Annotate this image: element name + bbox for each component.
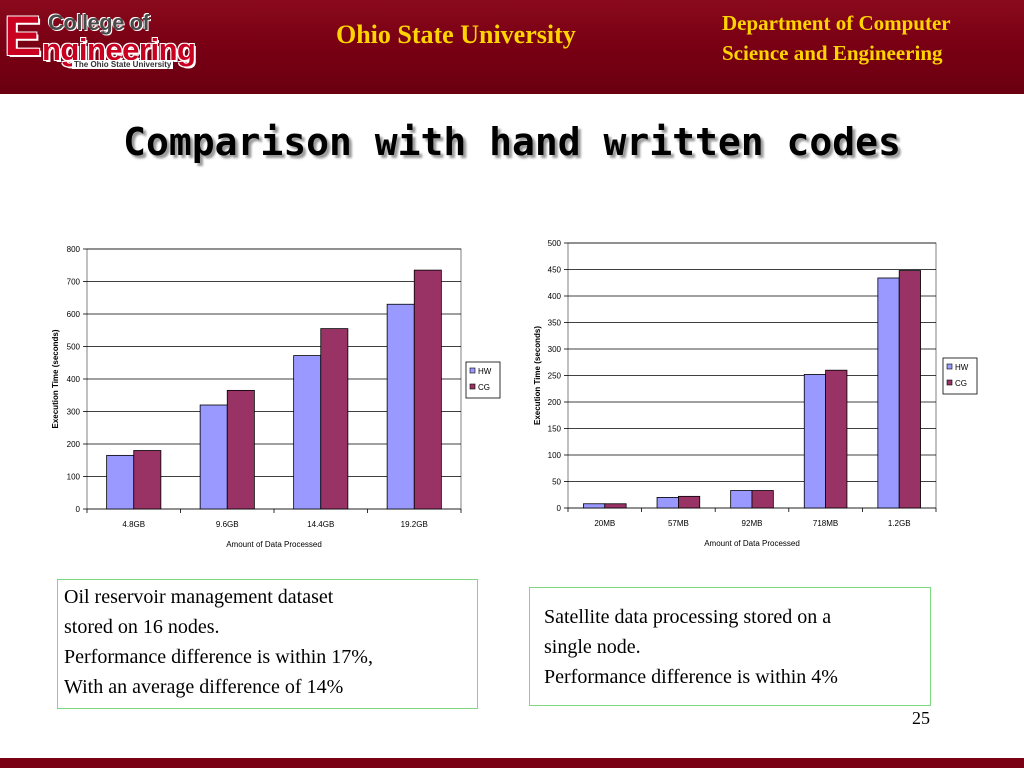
bar-cg [133,450,162,510]
legend-swatch [946,363,953,370]
y-axis-label: Execution Time (seconds) [533,326,542,425]
department-name: Department of Computer Science and Engin… [722,8,951,68]
department-line-1: Department of Computer [722,11,951,35]
legend-swatch [946,379,953,386]
y-tick-label: 350 [548,319,562,328]
x-tick-label: 9.6GB [216,520,239,529]
college-of-engineering-logo: College of E ngineering The Ohio State U… [4,4,212,69]
bar-hw [293,355,322,510]
bar-cg [898,270,921,509]
y-tick-label: 300 [67,408,81,417]
y-tick-label: 600 [67,310,81,319]
note-oil-reservoir: Oil reservoir management dataset stored … [57,579,478,709]
slide-title: Comparison with hand written codes [123,120,901,164]
y-tick-label: 250 [548,372,562,381]
y-tick-label: 700 [67,278,81,287]
y-tick-label: 400 [67,375,81,384]
y-tick-label: 50 [552,478,561,487]
y-tick-label: 800 [67,245,81,254]
bar-cg [226,389,255,510]
bar-hw [803,374,826,509]
note-line: stored on 16 nodes. [64,616,220,638]
x-tick-label: 20MB [594,519,615,528]
bar-cg [604,503,627,509]
y-tick-label: 0 [76,505,81,514]
bar-hw [877,277,900,509]
bar-hw [656,496,679,509]
y-tick-label: 450 [548,266,562,275]
note-line: Satellite data processing stored on a [544,606,832,628]
y-tick-label: 200 [67,440,81,449]
x-tick-label: 19.2GB [401,520,428,529]
bottom-bar [0,758,1024,768]
y-tick-label: 200 [548,398,562,407]
bar-hw [730,490,753,509]
y-tick-label: 500 [548,239,562,248]
note-line: Performance difference is within 4% [544,666,838,688]
department-line-2: Science and Engineering [722,41,943,65]
x-tick-label: 1.2GB [888,519,911,528]
x-tick-label: 718MB [813,519,838,528]
logo-college-of: College of [48,10,150,35]
legend-label: CG [478,383,490,392]
x-tick-label: 57MB [668,519,689,528]
x-tick-label: 92MB [742,519,763,528]
bar-cg [825,369,848,509]
note-line: Performance difference is within 17%, [64,646,373,668]
y-tick-label: 100 [548,451,562,460]
logo-big-e: E [4,4,42,67]
bar-hw [386,303,415,510]
note-line: Oil reservoir management dataset [64,586,334,608]
x-tick-label: 4.8GB [122,520,145,529]
legend-label: HW [478,367,492,376]
y-tick-label: 400 [548,292,562,301]
bar-cg [751,490,774,509]
y-tick-label: 0 [557,504,562,513]
note-line: With an average difference of 14% [64,676,344,698]
note-line: single node. [544,636,641,658]
legend-swatch [469,383,476,390]
legend-label: CG [955,379,967,388]
bar-cg [413,269,442,510]
note-satellite: Satellite data processing stored on a si… [529,587,931,706]
y-tick-label: 500 [67,343,81,352]
legend-swatch [469,367,476,374]
bar-hw [106,454,135,510]
legend-label: HW [955,363,969,372]
x-axis-label: Amount of Data Processed [704,539,800,548]
y-tick-label: 300 [548,345,562,354]
page-number: 25 [912,708,930,728]
header-banner: College of E ngineering The Ohio State U… [0,0,1024,94]
bar-hw [583,503,606,509]
university-name: Ohio State University [336,20,576,49]
bar-cg [320,328,349,510]
logo-subtitle: The Ohio State University [72,60,174,69]
y-tick-label: 150 [548,425,562,434]
y-axis-label: Execution Time (seconds) [51,329,60,428]
bar-cg [678,495,701,509]
x-axis-label: Amount of Data Processed [226,540,322,549]
x-tick-label: 14.4GB [307,520,334,529]
y-tick-label: 100 [67,473,81,482]
